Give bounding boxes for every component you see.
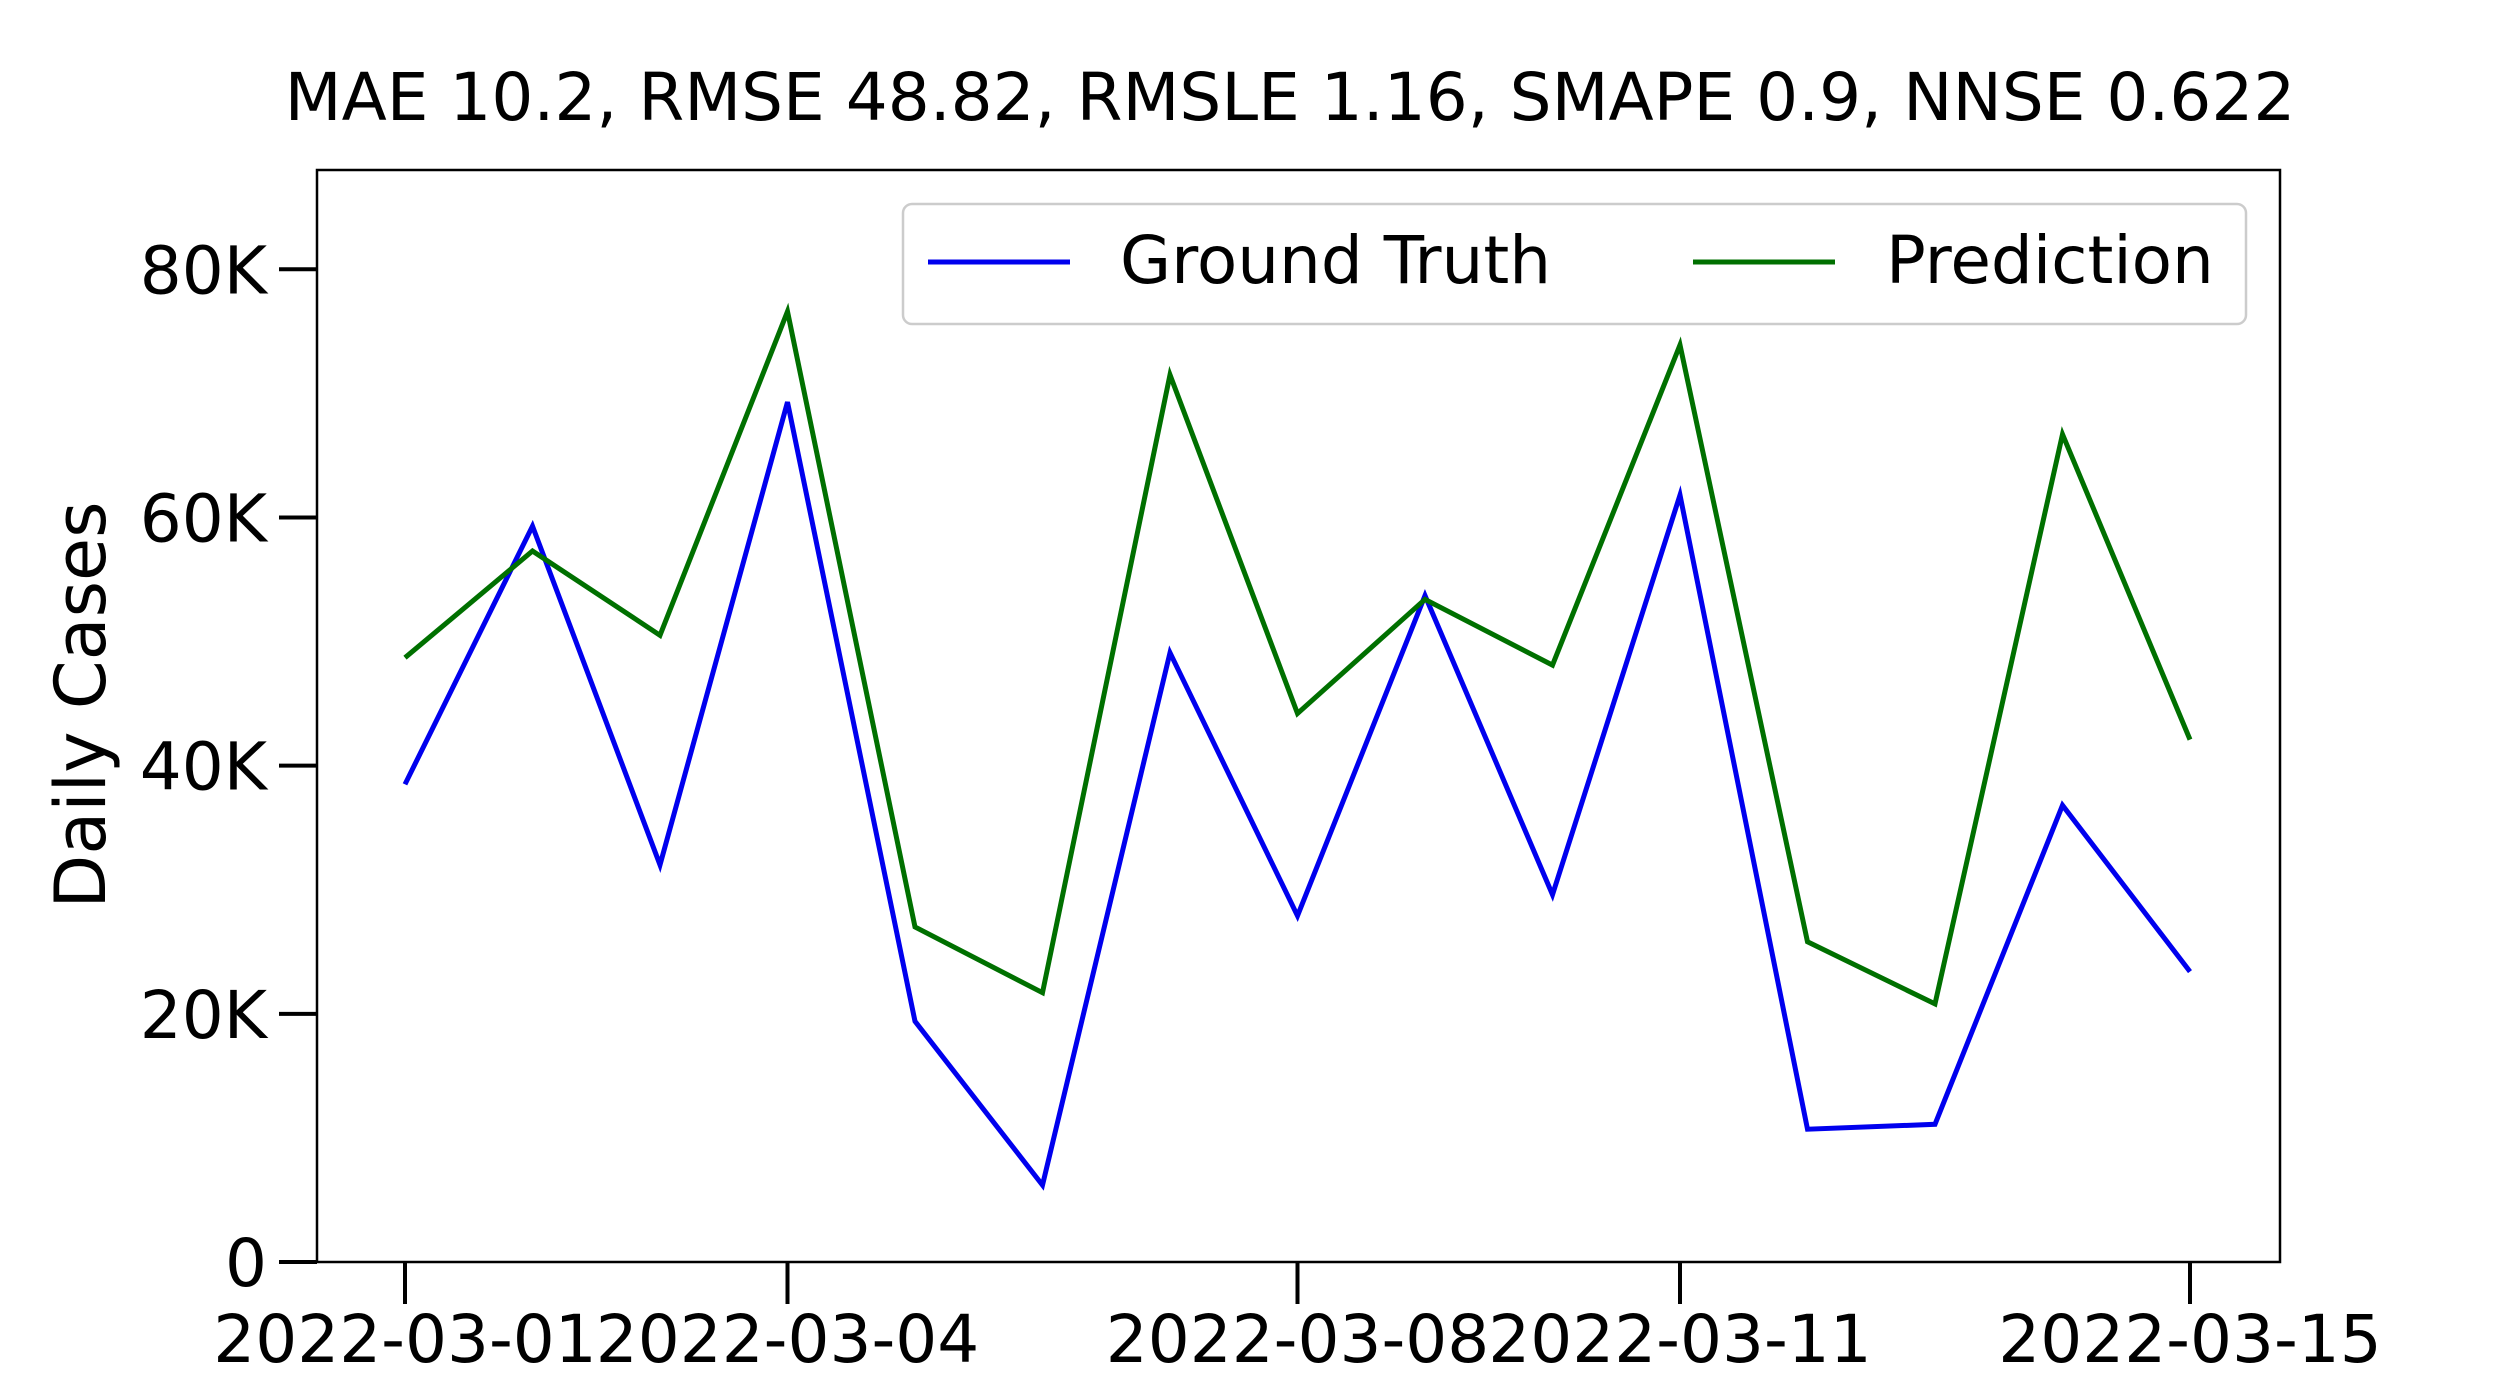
y-axis-label: Daily Cases [40, 501, 122, 908]
series-layer [402, 302, 2193, 1191]
x-tick-label: 2022-03-11 [1488, 1301, 1872, 1378]
y-tick-label: 20K [140, 977, 269, 1054]
legend: Ground Truth Prediction [901, 202, 2248, 326]
x-tick-label: 2022-03-15 [1998, 1301, 2382, 1378]
y-tick-label: 40K [140, 729, 269, 806]
x-tick-label: 2022-03-08 [1106, 1301, 1490, 1378]
series-line-ground-truth [402, 401, 2192, 1191]
x-tick-label: 2022-03-01 [213, 1301, 597, 1378]
y-tick-label: 80K [140, 232, 269, 309]
legend-box [901, 202, 2248, 326]
plot-frame [315, 168, 2282, 1264]
y-tick-label: 0 [225, 1225, 267, 1302]
chart-title: MAE 10.2, RMSE 48.82, RMSLE 1.16, SMAPE … [285, 59, 2296, 136]
x-tick-label: 2022-03-04 [596, 1301, 980, 1378]
series-line-prediction [403, 302, 2193, 1008]
y-axis-ticks: 0 20K 40K 60K 80K [140, 232, 317, 1302]
legend-label-ground-truth: Ground Truth [1120, 222, 1551, 299]
y-tick-label: 60K [140, 480, 269, 557]
legend-label-prediction: Prediction [1886, 222, 2214, 299]
